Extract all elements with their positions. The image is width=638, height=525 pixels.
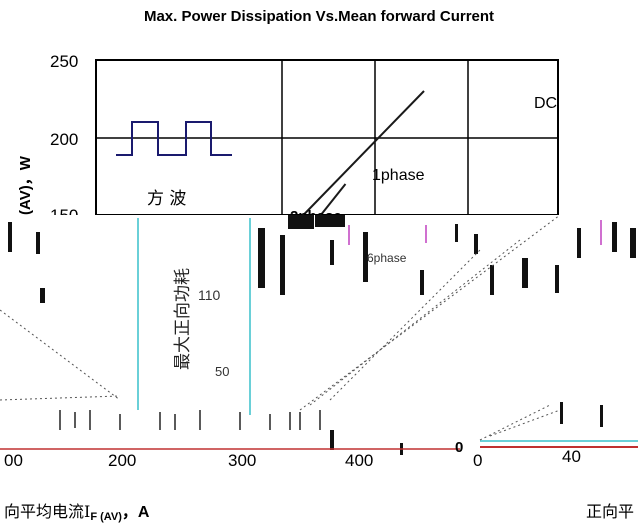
square-wave-inset: 方 波 xyxy=(116,121,232,209)
x-tick-200: 200 xyxy=(108,451,136,470)
x-tick-300: 300 xyxy=(228,451,256,470)
glitch-text-6phase: 6phase xyxy=(367,251,407,265)
x-tick-00: 00 xyxy=(4,451,23,470)
glitch-text-50: 50 xyxy=(215,364,229,379)
x-axis-label-main: 向平均电流I xyxy=(4,502,90,521)
chart-title: Max. Power Dissipation Vs.Mean forward C… xyxy=(143,8,495,25)
right-x-label-fragment: 正向平 xyxy=(586,502,634,521)
square-wave-label: 方 波 xyxy=(147,189,186,209)
main-plot xyxy=(95,59,559,216)
series-label-1phase: 1phase xyxy=(372,167,425,184)
glitch-y-label-cn: 最大正向功耗 xyxy=(173,268,193,370)
y-axis-label-fragment: (AV)，W xyxy=(17,155,34,215)
x-tick-400: 400 xyxy=(345,451,373,470)
y-tick-250: 250 xyxy=(50,52,78,71)
x-axis-label-sub: F (AV) xyxy=(90,511,122,523)
y-tick-200: 200 xyxy=(50,130,78,149)
svg-text:向平均电流IF (AV)，A: 向平均电流IF (AV)，A xyxy=(4,502,150,523)
right-x-tick-40: 40 xyxy=(562,447,581,466)
x-axis-label: 向平均电流IF (AV)，A xyxy=(4,502,150,523)
glitched-region: 6phase 110 50 最大正向功耗 xyxy=(0,214,638,455)
x-axis-label-unit: ，A xyxy=(122,504,150,521)
glitch-text-110: 110 xyxy=(198,287,221,303)
right-x-tick-0: 0 xyxy=(473,451,482,470)
right-y-tick-0: 0 xyxy=(455,439,463,456)
series-line-dc xyxy=(280,90,425,239)
series-label-dc: DC xyxy=(534,95,557,112)
